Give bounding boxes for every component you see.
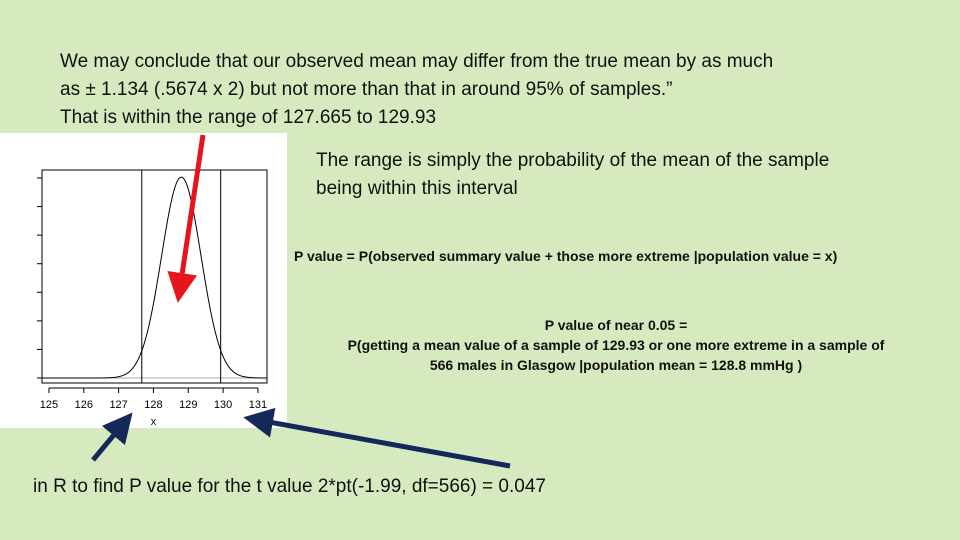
x-tick-label: 129 [179,399,197,411]
text-line: We may conclude that our observed mean m… [60,51,774,72]
red-arrow [167,134,206,303]
x-tick-label: 128 [144,399,162,411]
text-line: as ± 1.134 (.5674 x 2) but not more than… [60,79,673,100]
p-near: P value of near 0.05 = P(getting a mean … [296,315,936,375]
x-tick-label: 130 [214,399,232,411]
text-line: P value of near 0.05 = [544,317,688,333]
text-line: P(getting a mean value of a sample of 12… [347,337,885,353]
blue-arrow [91,412,133,462]
intro-text: We may conclude that our observed mean m… [60,48,773,132]
x-tick-label: 131 [249,399,267,411]
x-axis-label: x [151,416,157,428]
text-line: The range is simply the probability of t… [316,150,830,171]
range-note: The range is simply the probability of t… [316,147,829,203]
density-curve [42,176,267,379]
x-tick-label: 125 [40,399,58,411]
blue-arrow [243,407,511,469]
p-definition: P value = P(observed summary value + tho… [294,248,838,264]
plot-frame [41,169,268,384]
x-tick-label: 126 [75,399,93,411]
text-line: That is within the range of 127.665 to 1… [60,107,437,128]
r-note: in R to find P value for the t value 2*p… [33,476,546,497]
x-tick-label: 127 [109,399,127,411]
text-line: 566 males in Glasgow |population mean = … [429,357,803,373]
plot-panel [0,133,287,428]
text-line: being within this interval [316,178,518,199]
